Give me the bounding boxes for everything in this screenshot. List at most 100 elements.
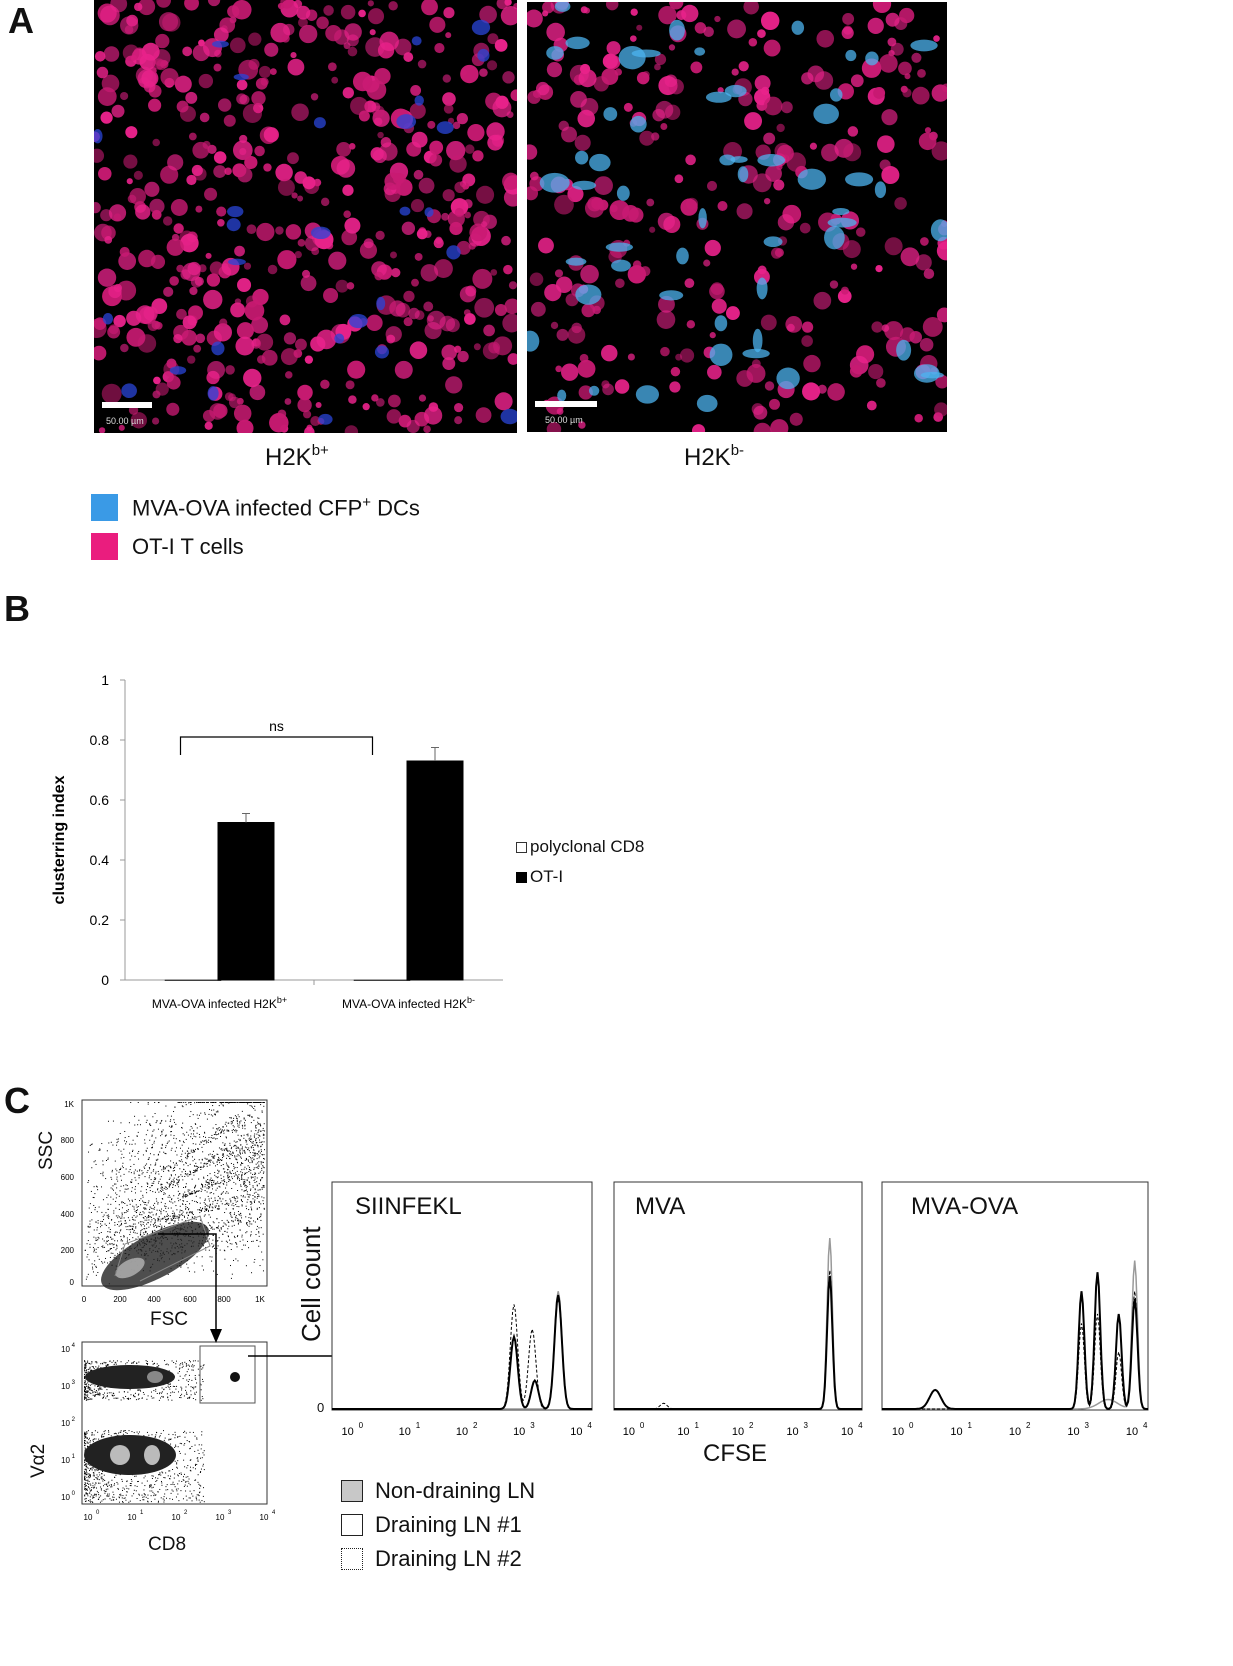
y-tick-exponent: 2 xyxy=(72,1417,76,1423)
y-tick-exponent: 4 xyxy=(72,1343,76,1349)
panel-a-legend: MVA-OVA infected CFP+ DCs OT-I T cells xyxy=(91,494,420,561)
y-tick-label: 200 xyxy=(61,1246,75,1255)
x-tick-exponent: 3 xyxy=(228,1510,232,1516)
y-tick-label: 10 xyxy=(61,1345,70,1354)
density-center xyxy=(147,1371,163,1383)
x-tick-exponent: 4 xyxy=(587,1421,592,1430)
x-tick-exponent: 1 xyxy=(967,1421,972,1430)
legend-item-non-draining: Non-draining LN xyxy=(341,1478,535,1504)
legend-swatch-solid xyxy=(341,1514,363,1536)
x-tick-label: 10 xyxy=(172,1513,181,1522)
x-tick-exponent: 4 xyxy=(858,1421,863,1430)
x-tick-label: 10 xyxy=(128,1513,137,1522)
caption-h2kb-positive: H2Kb+ xyxy=(265,442,329,471)
x-tick-exponent: 0 xyxy=(640,1421,645,1430)
x-tick-label: 10 xyxy=(1067,1426,1079,1438)
y-tick-label: 0.6 xyxy=(90,792,110,808)
y-tick-label: 800 xyxy=(61,1136,75,1145)
y-tick-label: 0 xyxy=(101,972,109,988)
histogram-title: SIINFEKL xyxy=(355,1193,462,1220)
x-tick-label: 600 xyxy=(183,1295,197,1304)
y-tick-label: 400 xyxy=(61,1210,75,1219)
legend-swatch-black xyxy=(516,871,527,883)
plot-frame xyxy=(613,1181,863,1411)
legend-label: MVA-OVA infected CFP+ DCs xyxy=(132,494,420,521)
scale-bar xyxy=(535,401,597,407)
y-tick-label: 10 xyxy=(61,1382,70,1391)
legend-item-draining-2: Draining LN #2 xyxy=(341,1546,535,1572)
va2-high-population xyxy=(85,1365,175,1389)
gate xyxy=(114,1215,211,1282)
legend-item-draining-1: Draining LN #1 xyxy=(341,1512,535,1538)
x-tick-label: 1K xyxy=(255,1295,265,1304)
cd8-axis-label: CD8 xyxy=(148,1534,187,1555)
x-tick-label: 10 xyxy=(399,1426,411,1438)
cell-texture xyxy=(94,0,517,433)
y-tick-label: 0.4 xyxy=(90,852,110,868)
y-tick-label: 0 xyxy=(70,1278,75,1287)
x-tick-exponent: 2 xyxy=(1026,1421,1031,1430)
legend-swatch-dotted xyxy=(341,1548,363,1570)
x-tick-label: 10 xyxy=(260,1513,269,1522)
cell-count-axis-label: Cell count xyxy=(296,1226,326,1342)
x-tick-exponent: 1 xyxy=(140,1510,144,1516)
y-axis-label: clusterring index xyxy=(51,775,68,904)
x-tick-exponent: 2 xyxy=(749,1421,754,1430)
x-tick-label: 10 xyxy=(841,1426,853,1438)
va2-axis-label: Vα2 xyxy=(28,1443,49,1478)
y-tick-exponent: 3 xyxy=(72,1380,76,1386)
x-tick-label: 10 xyxy=(570,1426,582,1438)
legend-label: Non-draining LN xyxy=(375,1478,536,1503)
y-tick-exponent: 0 xyxy=(72,1491,76,1497)
x-tick-label: 400 xyxy=(147,1295,161,1304)
arrow-head xyxy=(210,1329,222,1343)
legend-label: Draining LN #1 xyxy=(375,1512,522,1537)
arrow-line xyxy=(158,1233,217,1337)
density-center xyxy=(115,1257,145,1279)
x-tick-exponent: 2 xyxy=(473,1421,478,1430)
histogram-title: MVA xyxy=(635,1193,686,1220)
histogram-title: MVA-OVA xyxy=(911,1193,1019,1220)
panel-a-letter: A xyxy=(8,0,34,41)
x-tick-label: 10 xyxy=(456,1426,468,1438)
bar xyxy=(217,822,275,981)
x-tick-exponent: 3 xyxy=(530,1421,535,1430)
x-tick-label: 10 xyxy=(623,1426,635,1438)
panel-b-letter: B xyxy=(4,588,30,629)
hist-zero-tick: 0 xyxy=(317,1400,325,1415)
x-tick-label: 10 xyxy=(1009,1426,1021,1438)
x-tick-label: 10 xyxy=(84,1513,93,1522)
x-tick-label: 10 xyxy=(677,1426,689,1438)
legend-swatch-gray xyxy=(341,1480,363,1502)
density-center xyxy=(110,1445,130,1465)
bar xyxy=(406,760,464,981)
x-tick-exponent: 0 xyxy=(96,1510,100,1516)
x-tick-label: MVA-OVA infected H2Kb- xyxy=(342,995,475,1011)
histogram-mva: 10 0 10 1 10 2 10 3 10 4 xyxy=(613,1181,863,1438)
x-tick-exponent: 3 xyxy=(804,1421,809,1430)
y-tick-label: 1 xyxy=(101,672,109,688)
x-tick-label: 10 xyxy=(950,1426,962,1438)
histogram-legend: Non-draining LN Draining LN #1 Draining … xyxy=(341,1478,535,1572)
x-tick-exponent: 1 xyxy=(416,1421,421,1430)
x-tick-exponent: 0 xyxy=(909,1421,914,1430)
y-tick-label: 10 xyxy=(61,1456,70,1465)
fsc-axis-label: FSC xyxy=(150,1309,188,1330)
legend-item-ot1: OT-I T cells xyxy=(91,533,420,561)
cd8-va2-scatter-plot: 10 410 310 210 110 010 0 10 1 10 2 10 3 10 4 xyxy=(61,1341,275,1522)
significance-label: ns xyxy=(269,718,284,734)
x-tick-exponent: 1 xyxy=(694,1421,699,1430)
x-tick-label: 200 xyxy=(113,1295,127,1304)
x-tick-label: 10 xyxy=(892,1426,904,1438)
draining-1-trace xyxy=(614,1275,862,1410)
legend-label: OT-I T cells xyxy=(132,533,244,559)
fsc-ssc-scatter-plot: 1K 800 600 400 200 00 200 400 600 800 1K xyxy=(61,1099,268,1304)
significance-bracket xyxy=(179,736,374,755)
x-tick-exponent: 0 xyxy=(359,1421,364,1430)
bar xyxy=(164,979,222,981)
y-tick-label: 10 xyxy=(61,1419,70,1428)
x-tick-label: 10 xyxy=(513,1426,525,1438)
cell-texture xyxy=(527,2,947,432)
draining-1-trace xyxy=(332,1294,592,1410)
histogram-siinfekl: 10 0 10 1 10 2 10 3 10 4 xyxy=(331,1181,593,1438)
